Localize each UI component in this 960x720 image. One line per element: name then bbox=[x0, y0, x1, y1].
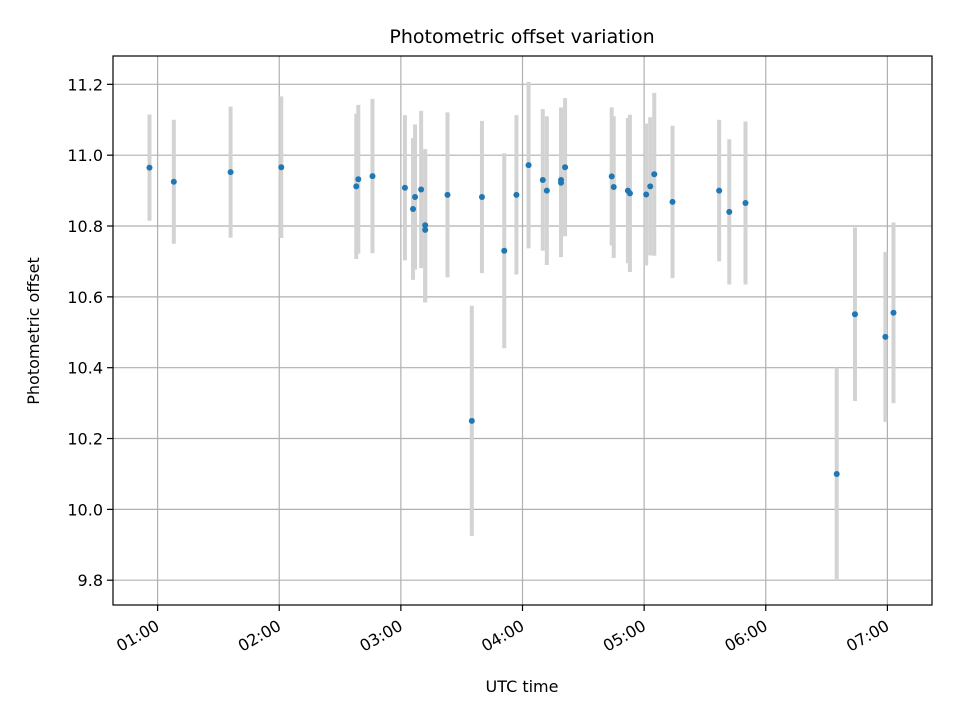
data-point bbox=[501, 247, 508, 254]
data-point bbox=[412, 193, 419, 200]
data-point bbox=[422, 222, 429, 229]
y-tick-label: 11.0 bbox=[67, 146, 103, 165]
data-point bbox=[369, 173, 376, 180]
y-axis: 9.8 10.0 10.2 10.4 10.6 10.8 11.0 11.2 bbox=[67, 75, 113, 590]
data-point bbox=[562, 164, 569, 171]
data-point bbox=[513, 191, 520, 198]
data-point bbox=[170, 178, 177, 185]
y-tick-label: 10.0 bbox=[67, 500, 103, 519]
data-point bbox=[890, 309, 897, 316]
data-point bbox=[669, 198, 676, 205]
y-tick-label: 10.6 bbox=[67, 288, 103, 307]
data-point bbox=[833, 470, 840, 477]
data-point bbox=[851, 311, 858, 318]
y-tick-label: 11.2 bbox=[67, 75, 103, 94]
data-point bbox=[626, 190, 633, 197]
grid bbox=[113, 56, 932, 605]
data-point bbox=[468, 417, 475, 424]
x-axis-label: UTC time bbox=[486, 677, 559, 696]
data-point bbox=[647, 183, 654, 190]
data-point bbox=[539, 176, 546, 183]
data-point bbox=[643, 191, 650, 198]
data-point bbox=[608, 173, 615, 180]
y-axis-label: Photometric offset bbox=[24, 257, 43, 405]
data-point bbox=[353, 183, 360, 190]
y-tick-label: 10.8 bbox=[67, 217, 103, 236]
data-point bbox=[227, 169, 234, 176]
data-point bbox=[410, 206, 417, 213]
data-point bbox=[716, 187, 723, 194]
data-point bbox=[355, 176, 362, 183]
data-point bbox=[610, 184, 617, 191]
data-point bbox=[418, 186, 425, 193]
data-point bbox=[882, 333, 889, 340]
data-point bbox=[401, 184, 408, 191]
y-tick-label: 9.8 bbox=[78, 571, 103, 590]
data-point bbox=[742, 199, 749, 206]
data-point bbox=[444, 191, 451, 198]
data-point bbox=[558, 179, 565, 186]
data-point bbox=[726, 208, 733, 215]
data-point bbox=[146, 164, 153, 171]
data-point bbox=[422, 226, 429, 233]
data-point bbox=[278, 164, 285, 171]
data-point bbox=[525, 162, 532, 169]
data-point bbox=[543, 187, 550, 194]
chart-title: Photometric offset variation bbox=[389, 26, 654, 48]
y-tick-label: 10.4 bbox=[67, 359, 103, 378]
y-tick-label: 10.2 bbox=[67, 430, 103, 449]
data-points bbox=[146, 162, 897, 477]
data-point bbox=[651, 171, 658, 178]
data-point bbox=[478, 193, 485, 200]
